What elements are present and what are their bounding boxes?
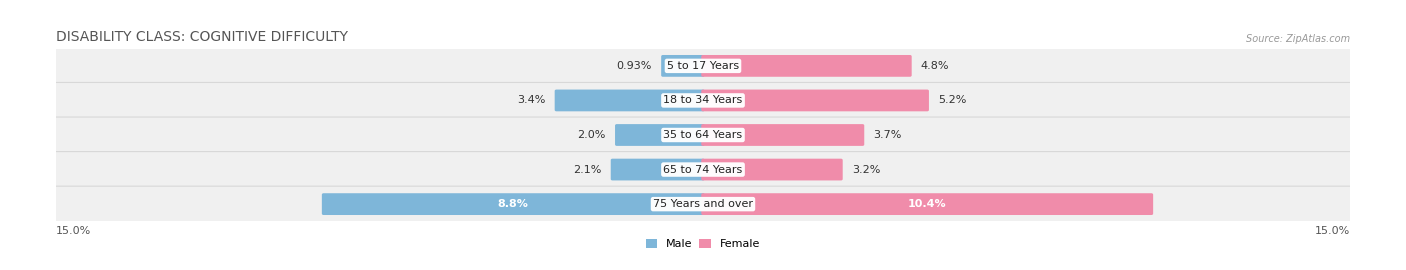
FancyBboxPatch shape (702, 159, 842, 180)
FancyBboxPatch shape (614, 124, 704, 146)
FancyBboxPatch shape (53, 82, 1353, 119)
FancyBboxPatch shape (702, 55, 911, 77)
Text: 35 to 64 Years: 35 to 64 Years (664, 130, 742, 140)
FancyBboxPatch shape (702, 124, 865, 146)
Text: 15.0%: 15.0% (1315, 225, 1350, 235)
Text: 15.0%: 15.0% (56, 225, 91, 235)
Text: 5.2%: 5.2% (938, 95, 966, 106)
Text: 18 to 34 Years: 18 to 34 Years (664, 95, 742, 106)
FancyBboxPatch shape (322, 193, 704, 215)
Text: 10.4%: 10.4% (908, 199, 946, 209)
FancyBboxPatch shape (53, 117, 1353, 153)
Text: Source: ZipAtlas.com: Source: ZipAtlas.com (1246, 35, 1350, 45)
Legend: Male, Female: Male, Female (641, 235, 765, 254)
Text: 75 Years and over: 75 Years and over (652, 199, 754, 209)
Text: 4.8%: 4.8% (921, 61, 949, 71)
FancyBboxPatch shape (53, 151, 1353, 188)
FancyBboxPatch shape (53, 48, 1353, 84)
Text: 3.2%: 3.2% (852, 164, 880, 175)
FancyBboxPatch shape (702, 193, 1153, 215)
FancyBboxPatch shape (53, 186, 1353, 222)
FancyBboxPatch shape (555, 90, 704, 111)
Text: 2.0%: 2.0% (578, 130, 606, 140)
Text: 3.4%: 3.4% (517, 95, 546, 106)
Text: 3.7%: 3.7% (873, 130, 901, 140)
FancyBboxPatch shape (610, 159, 704, 180)
FancyBboxPatch shape (661, 55, 704, 77)
Text: 2.1%: 2.1% (574, 164, 602, 175)
Text: DISABILITY CLASS: COGNITIVE DIFFICULTY: DISABILITY CLASS: COGNITIVE DIFFICULTY (56, 31, 349, 45)
FancyBboxPatch shape (702, 90, 929, 111)
Text: 5 to 17 Years: 5 to 17 Years (666, 61, 740, 71)
Text: 65 to 74 Years: 65 to 74 Years (664, 164, 742, 175)
Text: 8.8%: 8.8% (498, 199, 529, 209)
Text: 0.93%: 0.93% (617, 61, 652, 71)
